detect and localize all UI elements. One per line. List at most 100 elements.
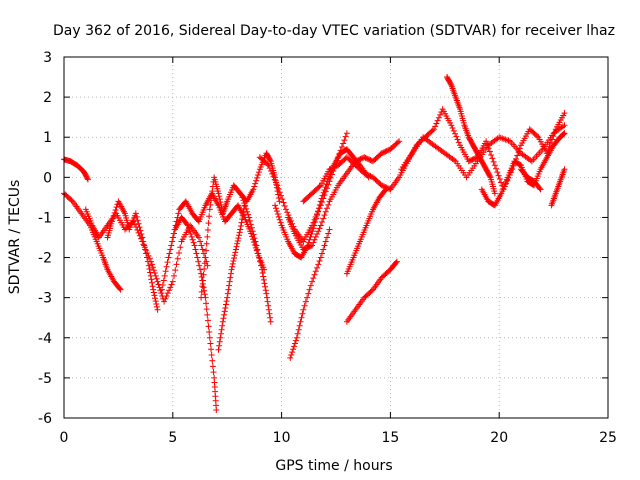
- data-point: [284, 209, 291, 216]
- data-point: [320, 215, 327, 222]
- data-point: [185, 222, 192, 229]
- data-point: [319, 219, 326, 226]
- data-point: [288, 351, 295, 358]
- data-point: [234, 237, 241, 244]
- data-point: [258, 262, 265, 269]
- series-track-v: [548, 166, 568, 209]
- data-point: [455, 139, 462, 146]
- data-point: [218, 326, 225, 333]
- data-point: [393, 258, 400, 265]
- data-point: [310, 225, 317, 232]
- data-point: [109, 215, 116, 222]
- data-point: [295, 326, 302, 333]
- data-point: [202, 254, 209, 261]
- data-point: [239, 194, 246, 201]
- data-point: [299, 310, 306, 317]
- data-point: [108, 218, 115, 225]
- data-point: [224, 290, 231, 297]
- data-point: [514, 152, 521, 159]
- y-tick-label: 0: [43, 170, 52, 186]
- data-point: [262, 283, 269, 290]
- data-point: [323, 205, 330, 212]
- data-point: [232, 246, 239, 253]
- data-point: [151, 292, 158, 299]
- data-point: [382, 187, 389, 194]
- data-point: [274, 182, 281, 189]
- data-point: [216, 193, 223, 200]
- data-point: [167, 284, 174, 291]
- data-point: [154, 306, 161, 313]
- data-point: [110, 212, 117, 219]
- data-point: [150, 267, 157, 274]
- data-point: [276, 216, 283, 223]
- data-point: [216, 196, 223, 203]
- series-track-g: [198, 150, 283, 301]
- data-point: [206, 329, 213, 336]
- data-point: [254, 174, 261, 181]
- data-point: [287, 354, 294, 361]
- data-point: [187, 231, 194, 238]
- data-point: [206, 213, 213, 220]
- data-point: [273, 179, 280, 186]
- data-point: [250, 231, 257, 238]
- data-point: [171, 226, 178, 233]
- series-track-m: [285, 138, 403, 253]
- data-point: [433, 120, 440, 127]
- data-point: [240, 209, 247, 216]
- data-point: [199, 277, 206, 284]
- data-point: [243, 205, 250, 212]
- data-point: [154, 278, 161, 285]
- data-point: [310, 275, 317, 282]
- data-point: [208, 346, 215, 353]
- data-point: [272, 202, 279, 209]
- data-point: [162, 295, 169, 302]
- data-point: [313, 215, 320, 222]
- data-point: [432, 123, 439, 130]
- data-point: [184, 221, 191, 228]
- data-point: [157, 287, 164, 294]
- data-point: [148, 261, 155, 268]
- data-point: [145, 262, 152, 269]
- data-point: [260, 273, 267, 280]
- data-point: [392, 259, 399, 266]
- data-point: [201, 291, 208, 298]
- data-point: [204, 311, 211, 318]
- data-point: [396, 138, 403, 145]
- data-point: [173, 218, 180, 225]
- data-point: [310, 239, 317, 246]
- data-point: [229, 260, 236, 267]
- data-point: [205, 323, 212, 330]
- data-point: [162, 268, 169, 275]
- data-point: [309, 228, 316, 235]
- data-point: [234, 240, 241, 247]
- data-point: [249, 228, 256, 235]
- data-point: [317, 254, 324, 261]
- data-point: [189, 236, 196, 243]
- data-point: [217, 334, 224, 341]
- data-point: [185, 225, 192, 232]
- data-point: [153, 275, 160, 282]
- data-point: [200, 271, 207, 278]
- data-point: [561, 130, 568, 137]
- series-track-t: [478, 130, 568, 209]
- y-tick-label: 3: [43, 50, 52, 66]
- data-point: [226, 278, 233, 285]
- data-point: [144, 258, 151, 265]
- data-point: [152, 298, 159, 305]
- data-point: [177, 244, 184, 251]
- series-track-l: [287, 226, 333, 361]
- data-point: [207, 340, 214, 347]
- x-tick-label: 0: [60, 430, 69, 446]
- data-point: [229, 263, 236, 270]
- data-point: [266, 310, 273, 317]
- data-point: [147, 269, 154, 276]
- data-point: [217, 330, 224, 337]
- data-point: [265, 162, 272, 169]
- y-tick-label: -2: [38, 251, 52, 267]
- data-point: [201, 266, 208, 273]
- data-point: [321, 242, 328, 249]
- data-point: [190, 239, 197, 246]
- data-point: [209, 357, 216, 364]
- data-point: [163, 292, 170, 299]
- data-point: [304, 294, 311, 301]
